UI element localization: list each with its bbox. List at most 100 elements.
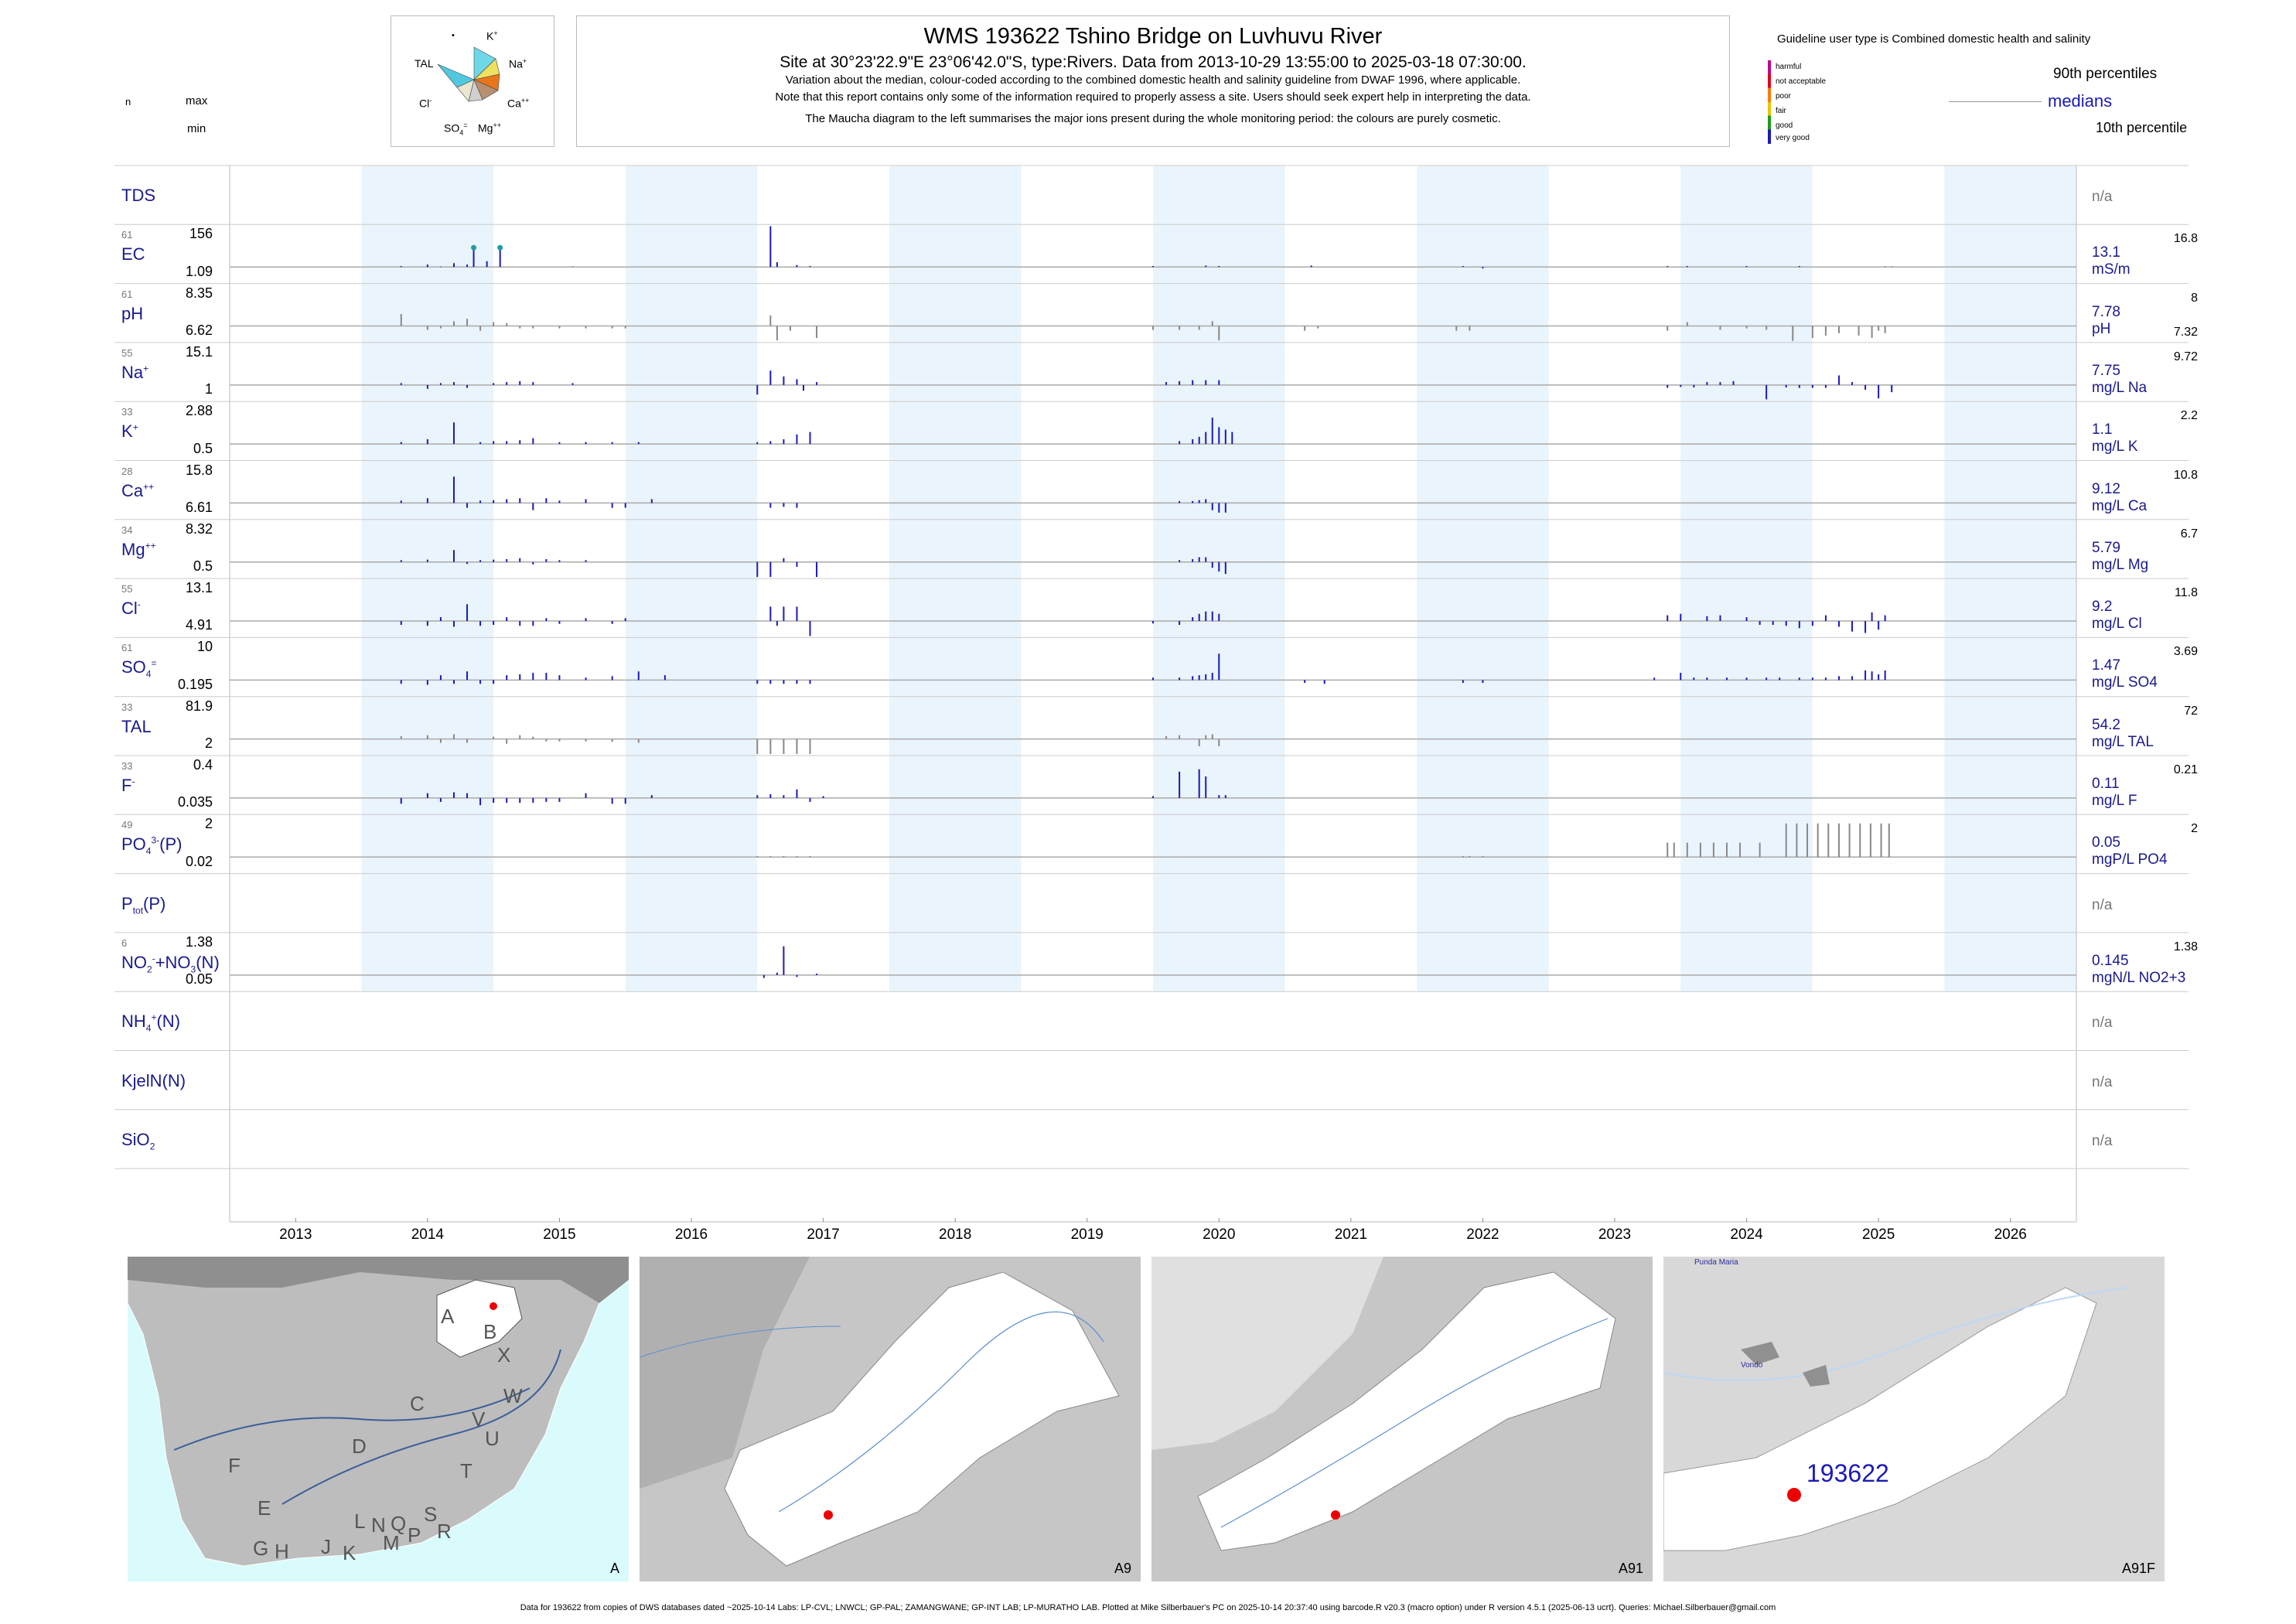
region-letter-F: F — [228, 1454, 241, 1477]
row-max-5: 15.8 — [185, 462, 213, 478]
row-na-15: n/a — [2092, 1073, 2113, 1090]
year-label-2023: 2023 — [1598, 1227, 1632, 1243]
row-min-4: 0.5 — [193, 440, 213, 456]
guideline-color-bar — [1768, 60, 1771, 144]
region-letter-P: P — [408, 1523, 421, 1547]
row-median-6: 5.79 — [2092, 539, 2120, 556]
region-letter-D: D — [352, 1435, 367, 1458]
row-p90-1: 16.8 — [2173, 232, 2198, 246]
region-letter-L: L — [354, 1510, 366, 1533]
maucha-so4-label: SO4= — [444, 121, 468, 137]
map-a-svg — [128, 1257, 629, 1567]
n-header: n — [125, 96, 131, 107]
guideline-title: Guideline user type is Combined domestic… — [1777, 32, 2091, 46]
row-p90-4: 2.2 — [2180, 409, 2198, 423]
row-n-7: 55 — [121, 583, 133, 595]
region-letter-W: W — [503, 1384, 523, 1407]
guideline-level-1: not acceptable — [1776, 77, 1827, 86]
row-label-8: SO4= — [121, 657, 157, 680]
region-letter-X: X — [497, 1343, 511, 1366]
row-unit-1: mS/m — [2092, 261, 2131, 278]
row-min-5: 6.61 — [185, 499, 213, 515]
row-median-7: 9.2 — [2092, 599, 2113, 616]
row-p90-6: 6.7 — [2180, 527, 2198, 541]
row-n-11: 49 — [121, 819, 133, 831]
barcode-chart — [114, 165, 2189, 1223]
row-median-9: 54.2 — [2092, 716, 2120, 733]
maucha-na-label: Na+ — [509, 57, 527, 70]
year-label-2021: 2021 — [1334, 1227, 1367, 1243]
guideline-level-2: poor — [1776, 92, 1792, 101]
row-max-4: 2.88 — [185, 403, 213, 419]
row-p90-11: 2 — [2191, 822, 2198, 836]
maucha-tal-label: TAL — [415, 57, 434, 70]
row-label-15: KjelN(N) — [121, 1070, 186, 1090]
region-letter-J: J — [321, 1535, 331, 1558]
p90-legend: 90th percentiles — [2053, 66, 2158, 82]
map-a91f-svg — [1663, 1257, 2165, 1581]
p10-legend: 10th percentile — [2096, 120, 2188, 135]
region-letter-S: S — [424, 1503, 438, 1526]
title-box: WMS 193622 Tshino Bridge on Luvhuvu Rive… — [576, 15, 1730, 147]
row-median-10: 0.11 — [2092, 776, 2120, 792]
place-label-punda-maria: Punda Maria — [1694, 1258, 1738, 1267]
row-label-0: TDS — [121, 186, 155, 205]
row-p90-13: 1.38 — [2173, 940, 2198, 954]
map-panel-a91: A91 — [1151, 1257, 1653, 1581]
row-n-8: 61 — [121, 642, 133, 654]
maucha-dot: • — [452, 31, 455, 40]
year-label-2014: 2014 — [411, 1227, 444, 1243]
row-unit-3: mg/L Na — [2092, 379, 2148, 396]
region-letter-U: U — [485, 1427, 500, 1450]
row-min-1: 1.09 — [185, 263, 213, 279]
map-a91-svg — [1151, 1257, 1653, 1581]
ec-peak-marker — [497, 244, 503, 251]
region-letter-T: T — [460, 1459, 473, 1482]
row-max-2: 8.35 — [185, 285, 213, 301]
map-panel-a9: A9 — [640, 1257, 1141, 1581]
row-p90-8: 3.69 — [2173, 645, 2198, 659]
guideline-level-3: fair — [1776, 107, 1786, 115]
row-label-7: Cl- — [121, 599, 141, 619]
map-panel-a91f: Punda Maria Vondo 193622 A91F — [1663, 1257, 2165, 1581]
region-letter-C: C — [410, 1392, 425, 1415]
site-marker-a91f — [1787, 1488, 1801, 1502]
row-label-3: Na+ — [121, 362, 149, 382]
row-unit-9: mg/L TAL — [2092, 733, 2154, 750]
maucha-mg-label: Mg++ — [478, 121, 501, 135]
row-label-1: EC — [121, 244, 145, 264]
row-n-10: 33 — [121, 760, 133, 772]
row-label-14: NH4+(N) — [121, 1012, 181, 1034]
row-p90-9: 72 — [2184, 704, 2198, 718]
year-label-2026: 2026 — [1994, 1227, 2027, 1243]
row-na-14: n/a — [2092, 1015, 2113, 1032]
region-letter-R: R — [437, 1520, 452, 1543]
row-median-8: 1.47 — [2092, 657, 2120, 674]
region-letter-B: B — [483, 1320, 497, 1343]
note-line-1: Variation about the median, colour-coded… — [785, 73, 1521, 87]
row-unit-2: pH — [2092, 320, 2111, 337]
region-letter-E: E — [258, 1496, 271, 1520]
row-max-8: 10 — [196, 639, 213, 655]
row-p90-7: 11.8 — [2175, 586, 2198, 600]
row-max-9: 81.9 — [185, 698, 213, 714]
year-label-2020: 2020 — [1203, 1227, 1236, 1243]
maucha-svg: • — [437, 31, 500, 102]
row-max-11: 2 — [204, 816, 213, 832]
row-unit-5: mg/L Ca — [2092, 497, 2148, 514]
row-median-13: 0.145 — [2092, 952, 2129, 969]
year-label-2024: 2024 — [1730, 1227, 1763, 1243]
row-min-7: 4.91 — [185, 617, 213, 633]
maucha-k-label: K+ — [486, 29, 498, 43]
page-title: WMS 193622 Tshino Bridge on Luvhuvu Rive… — [923, 24, 1383, 49]
row-median-3: 7.75 — [2092, 362, 2120, 379]
row-p90-3: 9.72 — [2173, 350, 2198, 363]
row-median-1: 13.1 — [2092, 244, 2120, 261]
row-label-2: pH — [121, 303, 144, 323]
year-label-2018: 2018 — [939, 1227, 972, 1243]
row-max-6: 8.32 — [185, 520, 213, 537]
row-p90-10: 0.21 — [2173, 763, 2198, 776]
year-label-2022: 2022 — [1466, 1227, 1499, 1243]
region-letter-G: G — [253, 1537, 269, 1560]
